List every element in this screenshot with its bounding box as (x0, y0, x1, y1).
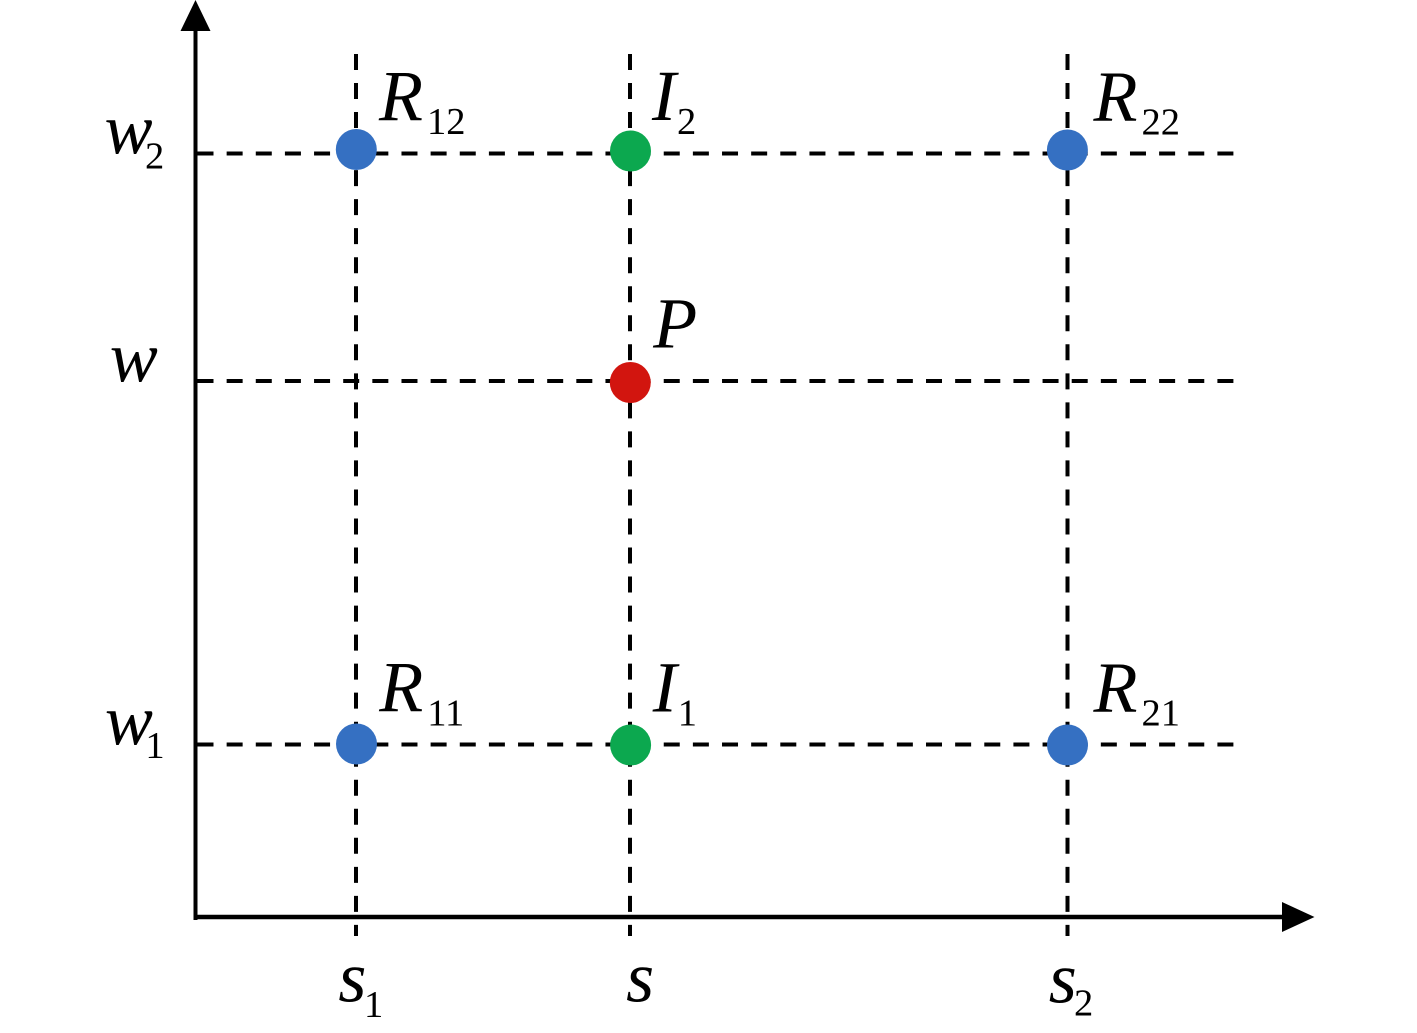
svg-text:s: s (1049, 938, 1077, 1018)
svg-text:22: 22 (1142, 102, 1181, 144)
svg-text:R: R (378, 56, 423, 136)
svg-text:12: 12 (427, 101, 466, 143)
svg-text:w: w (105, 89, 153, 169)
svg-text:1: 1 (145, 725, 164, 767)
svg-text:2: 2 (1074, 983, 1093, 1025)
svg-text:s: s (626, 938, 654, 1018)
svg-text:I: I (651, 56, 679, 136)
svg-text:R: R (1093, 647, 1138, 727)
svg-text:2: 2 (677, 101, 696, 143)
svg-text:R: R (378, 647, 423, 727)
svg-text:21: 21 (1142, 692, 1181, 734)
svg-text:P: P (652, 284, 697, 364)
svg-text:w: w (105, 681, 153, 761)
svg-text:1: 1 (678, 692, 697, 734)
svg-text:11: 11 (427, 692, 464, 734)
svg-text:w: w (110, 317, 158, 397)
svg-text:1: 1 (364, 984, 383, 1026)
svg-text:2: 2 (145, 136, 164, 178)
svg-text:R: R (1093, 57, 1138, 137)
svg-text:s: s (338, 937, 366, 1017)
svg-text:I: I (652, 647, 680, 727)
